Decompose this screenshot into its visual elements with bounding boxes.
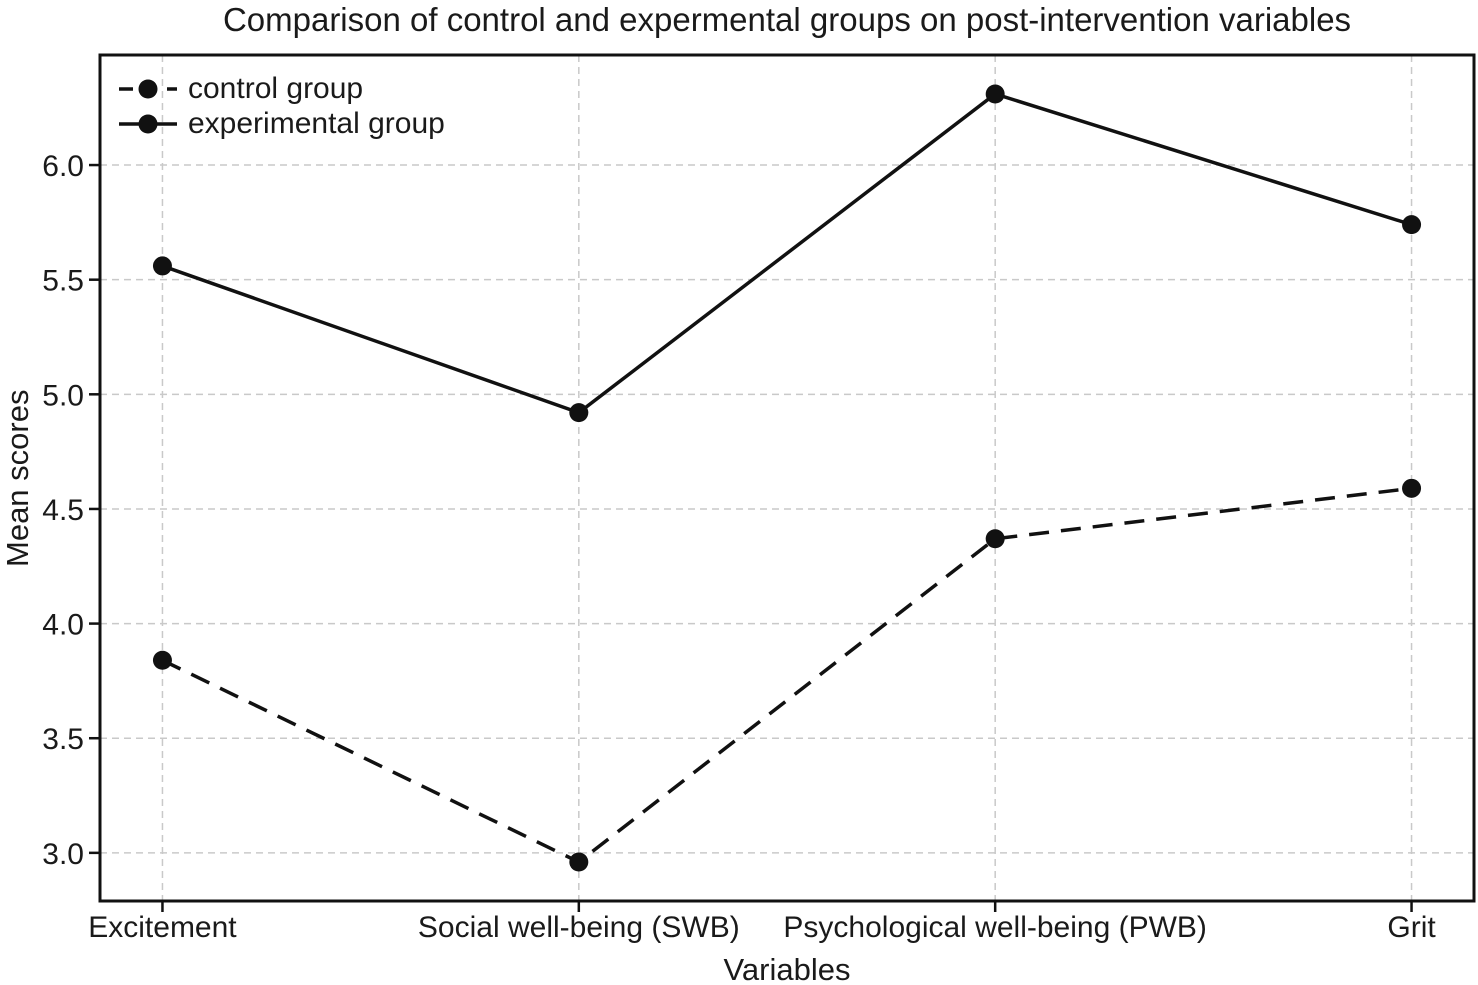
series-line-experimental-group xyxy=(161,92,1413,415)
y-tick-label: 6.0 xyxy=(42,150,84,183)
y-tick-label: 4.0 xyxy=(42,609,84,642)
legend: control group experimental group xyxy=(118,72,445,141)
y-tick-label: 5.0 xyxy=(42,379,84,412)
experimental-group-line-sample xyxy=(119,114,177,134)
plot-border xyxy=(98,53,1476,903)
legend-label: control group xyxy=(188,72,364,105)
x-tick-label: Excitement xyxy=(88,911,237,944)
series-line-control-group xyxy=(161,486,1412,865)
y-tick-label: 3.5 xyxy=(42,723,84,756)
data-point-control-group xyxy=(569,852,589,872)
legend-item-experimental-group: experimental group xyxy=(118,107,445,141)
data-point-control-group xyxy=(152,650,172,670)
control-group-line-sample xyxy=(119,79,177,99)
data-point-experimental-group xyxy=(985,84,1005,104)
data-point-experimental-group xyxy=(152,256,172,276)
y-tick-label: 4.5 xyxy=(42,494,84,527)
y-tick-label: 3.0 xyxy=(42,838,84,871)
x-tick-label: Psychological well-being (PWB) xyxy=(783,911,1207,944)
data-point-experimental-group xyxy=(569,403,589,423)
x-axis-label: Variables xyxy=(723,952,851,985)
data-point-control-group xyxy=(1402,478,1422,498)
legend-label: experimental group xyxy=(188,107,445,140)
data-point-experimental-group xyxy=(1402,215,1422,235)
chart-title: Comparison of control and expermental gr… xyxy=(222,1,1352,38)
legend-item-control-group: control group xyxy=(118,72,445,106)
y-tick-label: 5.5 xyxy=(42,265,84,298)
data-point-control-group xyxy=(985,529,1005,549)
x-tick-label: Social well-being (SWB) xyxy=(418,911,740,944)
x-tick-label: Grit xyxy=(1387,911,1436,944)
